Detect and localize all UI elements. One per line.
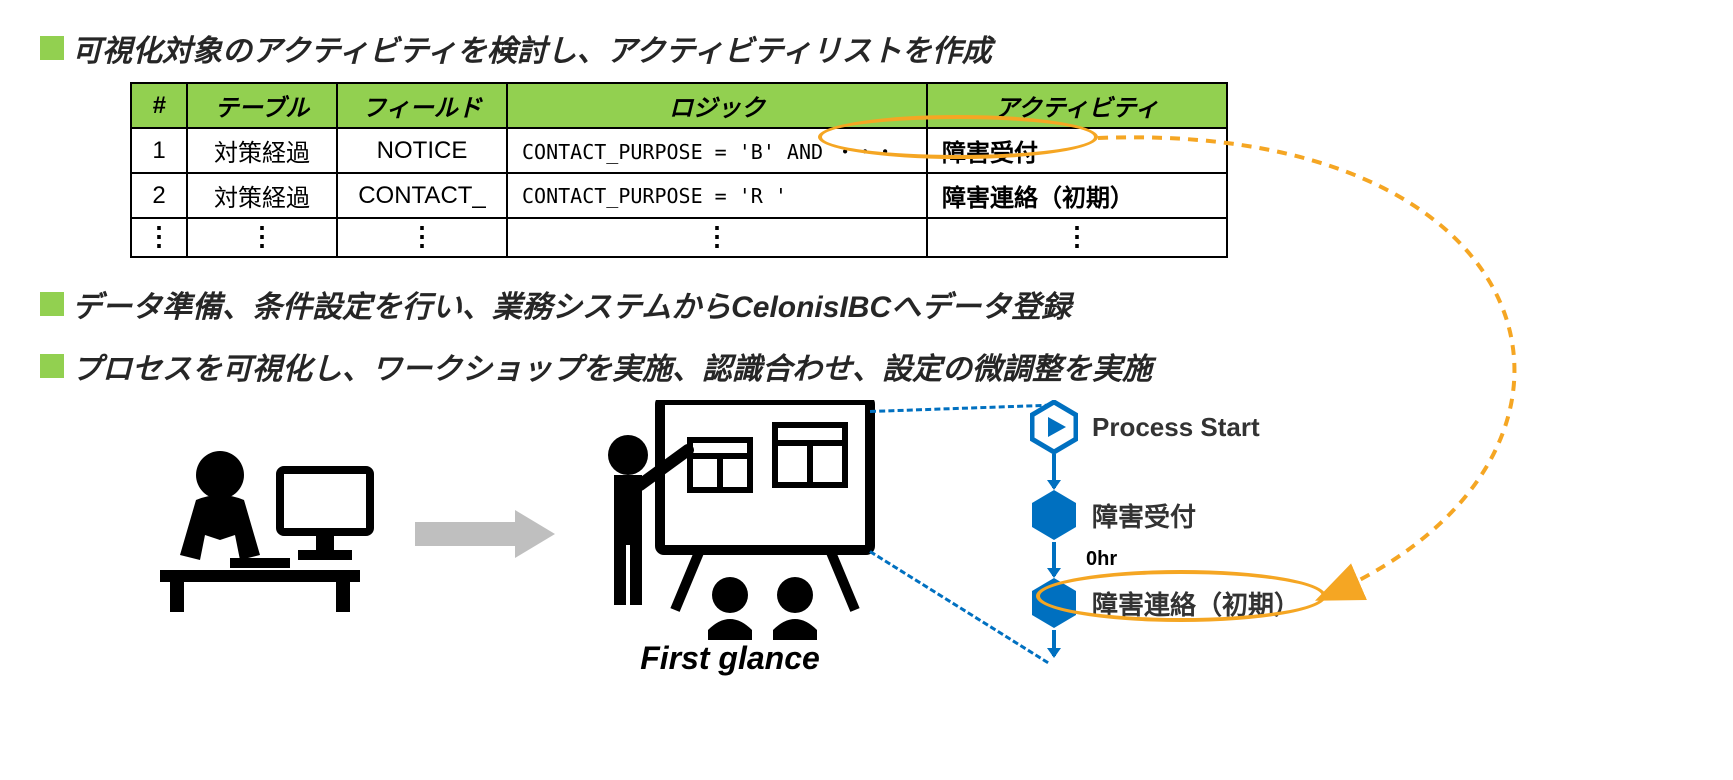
cell-num: 2 [131, 173, 187, 218]
th-activity: アクティビティ [927, 83, 1227, 128]
th-logic: ロジック [507, 83, 927, 128]
table-row-ellipsis: ⋮ ⋮ ⋮ ⋮ ⋮ [131, 218, 1227, 257]
th-field: フィールド [337, 83, 507, 128]
flow-node-start: Process Start [1030, 400, 1510, 454]
vdots-icon: ⋮ [146, 221, 172, 251]
th-num: # [131, 83, 187, 128]
bullet-3: プロセスを可視化し、ワークショップを実施、認識合わせ、設定の微調整を実施 [40, 344, 1693, 388]
vdots-icon: ⋮ [1064, 221, 1090, 251]
vdots-icon: ⋮ [704, 221, 730, 251]
vdots-icon: ⋮ [409, 221, 435, 251]
flow-node-activity: 障害受付 [1030, 488, 1510, 542]
vdots-icon: ⋮ [249, 221, 275, 251]
flow-node-label: 障害連絡（初期） [1092, 585, 1300, 622]
first-glance-label: First glance [580, 640, 880, 677]
flow-edge-tail [1052, 630, 1056, 656]
arrow-right-icon [415, 510, 555, 558]
bullet-3-text: プロセスを可視化し、ワークショップを実施、認識合わせ、設定の微調整を実施 [72, 344, 1152, 388]
table-row: 2 対策経過 CONTACT_ CONTACT_PURPOSE = 'R ' 障… [131, 173, 1227, 218]
bullet-square-icon [40, 36, 64, 60]
table-header-row: # テーブル フィールド ロジック アクティビティ [131, 83, 1227, 128]
flow-edge [1052, 454, 1056, 488]
cell-field: NOTICE [337, 128, 507, 173]
th-table: テーブル [187, 83, 337, 128]
cell-field: CONTACT_ [337, 173, 507, 218]
hexagon-icon [1030, 488, 1078, 542]
flow-edge: 0hr [1052, 542, 1056, 576]
dashed-connector-bottom [869, 550, 1049, 664]
flow-node-label: 障害受付 [1092, 497, 1196, 534]
hexagon-icon [1030, 576, 1078, 630]
table-row: 1 対策経過 NOTICE CONTACT_PURPOSE = 'B' AND … [131, 128, 1227, 173]
bullet-1-text: 可視化対象のアクティビティを検討し、アクティビティリストを作成 [72, 26, 992, 70]
illustration-row: First glance Process Start 障害受付 0hr [160, 400, 1693, 710]
cell-activity: 障害連絡（初期） [927, 173, 1227, 218]
cell-num: 1 [131, 128, 187, 173]
flow-edge-label: 0hr [1086, 548, 1117, 571]
bullet-square-icon [40, 292, 64, 316]
cell-table: 対策経過 [187, 173, 337, 218]
worker-icon [160, 440, 380, 620]
flow-node-activity: 障害連絡（初期） [1030, 576, 1510, 630]
cell-activity: 障害受付 [927, 128, 1227, 173]
cell-logic: CONTACT_PURPOSE = 'R ' [507, 173, 927, 218]
process-flow: Process Start 障害受付 0hr 障害連絡（初期） [1030, 400, 1510, 656]
bullet-square-icon [40, 354, 64, 378]
cell-table: 対策経過 [187, 128, 337, 173]
presenter-icon [580, 400, 880, 660]
bullet-1: 可視化対象のアクティビティを検討し、アクティビティリストを作成 [40, 26, 1693, 70]
hexagon-play-icon [1030, 400, 1078, 454]
flow-node-label: Process Start [1092, 412, 1260, 443]
bullet-2-text: データ準備、条件設定を行い、業務システムからCelonisIBCへデータ登録 [72, 282, 1071, 326]
cell-logic: CONTACT_PURPOSE = 'B' AND ・・・ [507, 128, 927, 173]
activity-table: # テーブル フィールド ロジック アクティビティ 1 対策経過 NOTICE … [130, 82, 1228, 258]
bullet-2: データ準備、条件設定を行い、業務システムからCelonisIBCへデータ登録 [40, 282, 1693, 326]
